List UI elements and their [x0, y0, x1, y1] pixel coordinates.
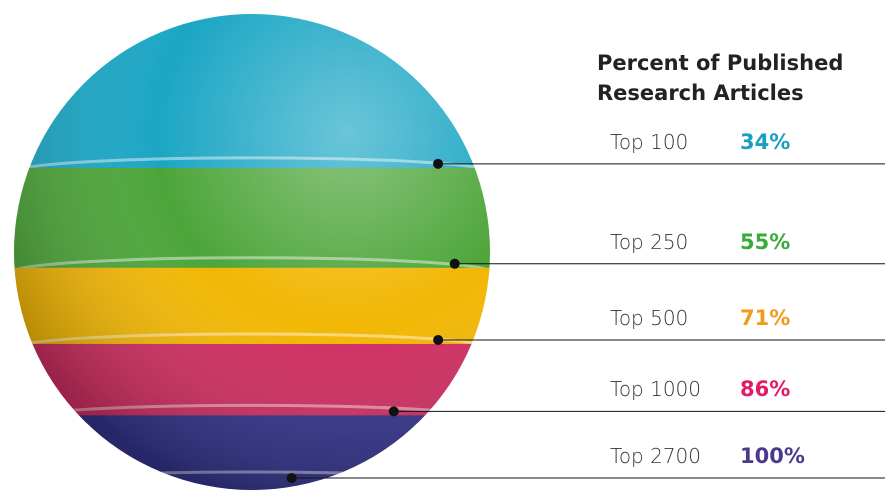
row-label: Top 100	[610, 129, 689, 154]
row-label: Top 2700	[610, 444, 702, 468]
sphere-layer	[14, 267, 490, 352]
sphere-layer	[14, 167, 490, 276]
chart-title: Percent of Published Research Articles	[597, 51, 844, 105]
leader-dot	[433, 334, 444, 345]
leader-dot	[449, 258, 460, 269]
value-label: 34%	[740, 129, 791, 154]
row-label: Top 250	[610, 229, 689, 254]
row-label: Top 500	[610, 305, 689, 330]
leader-dot	[388, 406, 399, 417]
value-label: 100%	[740, 444, 805, 468]
value-label: 86%	[740, 377, 791, 402]
value-label: 71%	[740, 305, 791, 330]
leader-dot	[286, 473, 297, 483]
sphere-layer	[14, 415, 490, 490]
row-label: Top 1000	[610, 377, 702, 402]
leader-dot	[433, 158, 444, 169]
value-label: 55%	[740, 229, 791, 254]
sphere-layer	[14, 14, 490, 176]
